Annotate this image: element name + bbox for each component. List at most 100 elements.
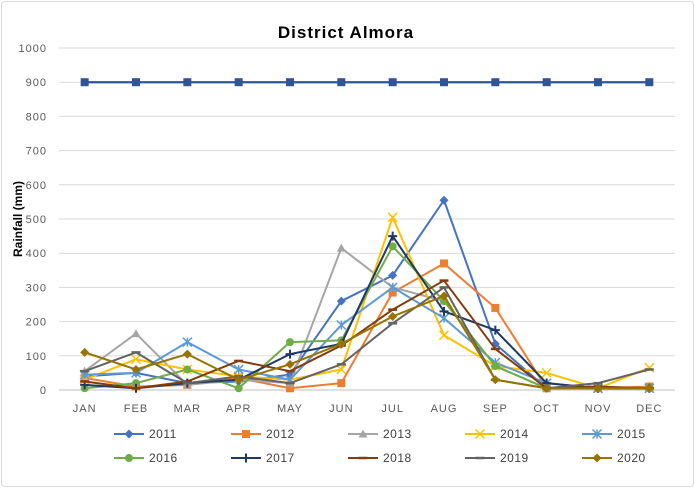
x-tick-label-dec: DEC [636,403,662,415]
data-point-2016 [286,338,294,347]
legend-label: 2012 [266,427,295,441]
legend-label: 2020 [617,451,646,465]
reference-point [234,78,243,87]
data-point-2011 [388,270,398,280]
data-point-2015 [336,319,347,331]
reference-point [542,78,551,87]
series-2014 [79,212,655,394]
data-point-2020 [490,375,500,385]
data-point-2014 [438,330,450,341]
legend-label: 2014 [500,427,529,441]
data-point-2020 [593,383,603,393]
legend-item-2012: 2012 [231,427,295,441]
data-point-2011 [336,296,346,306]
reference-point [337,78,346,87]
data-point-2020 [439,291,449,301]
data-point-2013 [131,329,141,338]
data-point-2020 [285,359,295,369]
data-point-2020 [336,339,346,349]
legend-label: 2011 [149,427,177,441]
reference-point [440,78,448,87]
data-point-2020 [182,349,192,359]
data-point-2014 [130,354,142,365]
x-tick-label-feb: FEB [124,403,148,415]
x-tick-label-may: MAY [277,403,303,415]
x-tick-label-nov: NOV [585,403,612,415]
data-point-2014 [541,367,552,378]
legend-marker [242,430,250,438]
data-point-2014 [387,212,398,223]
data-point-2020 [542,383,552,393]
x-axis-ticks: JAN FEB MAR APR MAY JUN JUL AUG SEP OCT NOV DEC [73,403,662,415]
data-point-2012 [388,288,397,297]
legend-label: 2013 [383,427,412,441]
y-tick-label: 1000 [19,43,47,55]
data-point-2016 [132,379,140,388]
legend-item-2017: 2017 [231,451,295,465]
x-tick-label-aug: AUG [431,403,458,415]
data-point-2012 [491,303,500,312]
legend-marker [474,428,486,440]
y-axis-label: Rainfall (mm) [11,181,25,257]
y-tick-label: 800 [26,111,47,123]
legend-label: 2017 [266,451,295,465]
x-tick-label-jan: JAN [73,403,97,415]
y-tick-label: 200 [26,317,47,329]
reference-point [286,78,294,87]
reference-point [594,78,602,87]
data-point-2020 [388,311,398,321]
legend-item-2018: 2018 [348,451,412,465]
series-line-2020 [84,294,650,390]
series-2020 [80,291,654,393]
series-group [79,195,655,394]
data-point-2020 [131,364,141,374]
legend-marker [241,453,251,463]
x-tick-label-jun: JUN [329,403,353,415]
reference-point [388,78,397,87]
reference-point [183,78,192,87]
data-point-2016 [234,384,243,393]
series-line-2014 [84,216,650,390]
series-2018 [80,279,654,390]
reference-point [645,78,654,87]
y-tick-label: 700 [26,146,47,158]
data-point-2017 [490,325,500,335]
legend-label: 2016 [149,451,178,465]
data-point-2016 [491,362,500,371]
legend-label: 2015 [617,427,646,441]
data-point-2017 [439,306,449,316]
legend-marker [358,429,368,438]
data-point-2012 [286,384,294,393]
legend-item-2019: 2019 [465,451,528,465]
legend-item-2013: 2013 [348,427,412,441]
series-2017 [80,231,654,393]
y-tick-label: 0 [40,385,47,397]
reference-point [491,78,500,87]
y-tick-label: 500 [26,214,47,226]
x-tick-label-oct: OCT [534,403,560,415]
legend-item-2020: 2020 [582,451,646,465]
data-point-2020 [644,383,654,393]
data-point-2017 [285,349,295,359]
series-line-2017 [84,235,650,390]
legend-item-2014: 2014 [465,427,529,441]
data-point-2015 [387,282,398,293]
legend-item-2015: 2015 [582,427,646,441]
data-point-2016 [388,242,397,251]
y-tick-label: 900 [26,77,47,89]
y-axis-ticks: 0 100 200 300 400 500 600 700 800 900 1000 [19,43,47,397]
data-point-2011 [439,195,449,205]
legend: 2011 2012 2013 2014 2015 2016 2017 2018 2019 2020 [114,427,646,465]
legend-marker [591,428,603,440]
data-point-2013 [336,243,346,252]
reference-line-900 [80,78,654,87]
reference-point [80,78,89,87]
reference-point [132,78,140,87]
legend-label: 2018 [383,451,412,465]
x-tick-label-mar: MAR [174,403,201,415]
series-2012 [80,259,654,393]
legend-item-2016: 2016 [114,451,178,465]
series-line-2012 [84,262,650,390]
